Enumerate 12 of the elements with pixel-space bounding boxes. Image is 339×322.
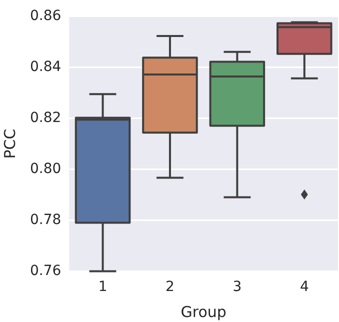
y-tick-label: 0.76 (30, 262, 62, 279)
y-tick-label: 0.78 (30, 212, 62, 228)
y-tick-label: 0.86 (30, 8, 62, 24)
y-tick-label: 0.80 (30, 160, 62, 177)
y-axis-title: PCC (0, 128, 19, 159)
x-tick-label: 1 (98, 279, 108, 296)
x-tick-label: 3 (232, 279, 242, 296)
y-tick-label: 0.82 (30, 110, 62, 126)
x-tick-label: 2 (166, 279, 174, 296)
x-axis-title: Group (180, 302, 226, 321)
y-tick-label: 0.84 (30, 59, 62, 75)
x-tick-label: 4 (300, 279, 309, 296)
